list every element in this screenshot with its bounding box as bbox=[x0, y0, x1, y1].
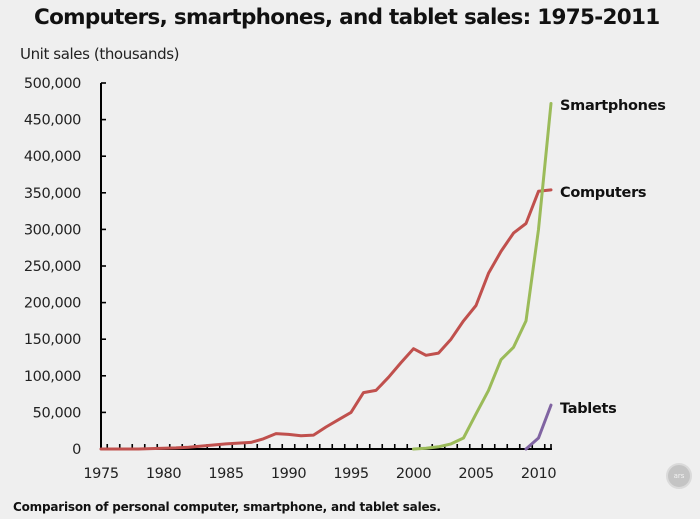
series-label-tablets: Tablets bbox=[560, 401, 616, 417]
series-line-smartphones bbox=[412, 102, 553, 451]
y-tick-label: 0 bbox=[72, 442, 81, 458]
series-lines bbox=[99, 102, 553, 451]
y-tick-label: 150,000 bbox=[24, 332, 81, 348]
series-labels: Computers Smartphones Tablets bbox=[560, 98, 666, 417]
y-tick-label: 450,000 bbox=[24, 113, 81, 129]
y-tick-label: 50,000 bbox=[33, 405, 82, 421]
y-tick-label: 350,000 bbox=[24, 186, 81, 202]
y-axis-ticks: 0 50,000 100,000 150,000 200,000 250,000 300,0… bbox=[24, 76, 106, 458]
series-label-smartphones: Smartphones bbox=[560, 98, 666, 114]
x-tick-label: 1980 bbox=[146, 466, 181, 482]
chart-title: Computers, smartphones, and tablet sales… bbox=[34, 5, 660, 30]
series-line-computers bbox=[99, 188, 553, 451]
y-tick-label: 250,000 bbox=[24, 259, 81, 275]
figure-caption: Comparison of personal computer, smartph… bbox=[13, 500, 441, 514]
ars-logo-icon: ars bbox=[666, 463, 692, 489]
x-tick-label: 1995 bbox=[333, 466, 368, 482]
y-tick-label: 300,000 bbox=[24, 222, 81, 238]
x-tick-label: 1990 bbox=[271, 466, 306, 482]
x-tick-label: 1975 bbox=[83, 466, 118, 482]
x-tick-label: 1985 bbox=[208, 466, 243, 482]
series-line-tablets bbox=[524, 403, 553, 451]
y-axis-label: Unit sales (thousands) bbox=[20, 45, 180, 63]
x-tick-label: 2010 bbox=[521, 466, 556, 482]
axes bbox=[100, 83, 552, 450]
x-tick-label: 2000 bbox=[396, 466, 431, 482]
series-label-computers: Computers bbox=[560, 185, 646, 201]
y-tick-label: 400,000 bbox=[24, 149, 81, 165]
y-tick-label: 100,000 bbox=[24, 369, 81, 385]
y-tick-label: 200,000 bbox=[24, 296, 81, 312]
y-tick-label: 500,000 bbox=[24, 76, 81, 92]
x-tick-label: 2005 bbox=[458, 466, 493, 482]
